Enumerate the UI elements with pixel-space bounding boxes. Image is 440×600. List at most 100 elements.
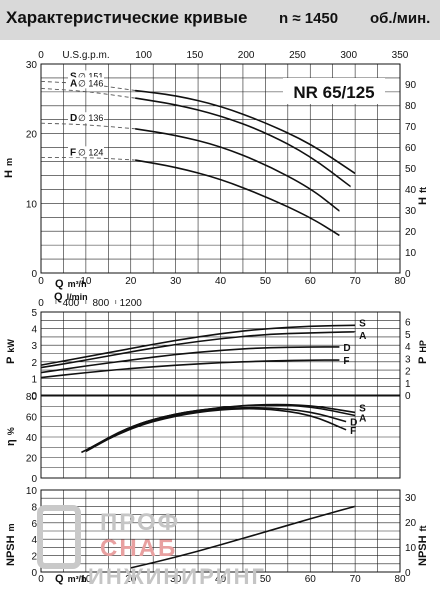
power-right-tick: 3 (405, 354, 411, 365)
power-right-tick: 6 (405, 318, 411, 329)
eff-curve-F (81, 407, 347, 454)
head-top-tick: 350 (392, 50, 409, 61)
head-right-tick: 20 (405, 227, 417, 238)
head-top-tick: 300 (340, 50, 357, 61)
model-label-box (283, 78, 385, 104)
head-curve-label-bg (68, 70, 104, 82)
head-x-tick: 70 (350, 276, 362, 287)
power-curve-label-S: S (359, 318, 366, 329)
power-right-tick: 4 (405, 342, 411, 353)
head-right-tick: 70 (405, 122, 417, 133)
npsh-y-tick: 10 (26, 486, 38, 497)
eff-y-tick: 80 (26, 392, 38, 403)
npsh-x-tick: 40 (215, 574, 227, 585)
power-right-tick: 0 (405, 391, 411, 402)
head-curve-A (135, 97, 352, 188)
head-x-tick: 30 (170, 276, 182, 287)
power-curve-S (40, 324, 356, 366)
head-top-axis-label: U.S.g.p.m. (62, 50, 109, 61)
head-right-tick: 0 (405, 269, 411, 280)
head-y-tick: 0 (31, 269, 37, 280)
watermark-line-2: СНАБ (100, 535, 177, 562)
head-top-tick: 0 (38, 50, 44, 61)
head-curve-diameter-F: ∅ 124 (78, 147, 103, 157)
eff-y-tick: 20 (26, 454, 38, 465)
power-y-tick: 3 (31, 341, 37, 352)
power-top-tick: 1200 (120, 298, 143, 309)
head-curve-F (135, 159, 340, 237)
npsh-right-tick: 0 (405, 568, 411, 579)
head-curve-diameter-D: ∅ 136 (78, 113, 103, 123)
eff-curve-label-D: D (350, 418, 357, 429)
power-top-tick: 0 (38, 298, 44, 309)
head-top-tick: 100 (135, 50, 152, 61)
power-right-tick: 2 (405, 367, 411, 378)
npsh-x-tick: 20 (125, 574, 137, 585)
head-curve-lowflow-D (40, 122, 136, 130)
head-x-tick: 50 (260, 276, 272, 287)
head-frame (40, 63, 401, 274)
npsh-x-tick: 30 (170, 574, 182, 585)
eff-y-tick: 60 (26, 413, 38, 424)
head-curve-S (135, 89, 356, 175)
head-x-tick: 20 (125, 276, 137, 287)
eff-curve-A (85, 404, 356, 452)
watermark-line-1: ПРОФ (100, 509, 180, 536)
eff-curve-label-A: A (359, 413, 366, 424)
npsh-y-tick: 8 (31, 502, 37, 513)
npsh-x-tick: 10 (80, 574, 92, 585)
head-right-tick: 30 (405, 206, 417, 217)
head-y2-label: Hft (417, 187, 429, 205)
power-y-tick: 0 (31, 391, 37, 402)
head-curve-label-S: S (70, 71, 77, 82)
header-title: Характеристические кривые (6, 8, 248, 27)
npsh-x-tick: 0 (38, 574, 44, 585)
power-curve-label-A: A (359, 331, 366, 342)
power-y-label: PkW (5, 339, 17, 364)
watermark-logo-icon (37, 505, 81, 569)
eff-curve-label-F: F (350, 426, 356, 437)
head-x-tick: 0 (38, 276, 44, 287)
header-speed-unit: об./мин. (370, 10, 431, 27)
power-y-tick: 4 (31, 325, 37, 336)
eff-y-tick: 0 (31, 474, 37, 485)
head-top-tick: 250 (289, 50, 306, 61)
power-top-tick: 400 (63, 298, 80, 309)
head-curve-label-A: A (70, 78, 77, 89)
power-y-tick: 5 (31, 308, 37, 319)
head-curve-label-bg (68, 146, 104, 158)
npsh-x-tick: 60 (305, 574, 317, 585)
power-right-tick: 5 (405, 330, 411, 341)
head-right-tick: 50 (405, 164, 417, 175)
npsh-x-tick: 80 (394, 574, 406, 585)
head-y-tick: 30 (26, 60, 38, 71)
head-curve-diameter-A: ∅ 146 (78, 78, 103, 88)
head-x-tick: 40 (215, 276, 227, 287)
power-right-tick: 1 (405, 379, 411, 390)
npsh-curve (130, 505, 356, 569)
head-curve-label-F: F (70, 147, 76, 158)
head-x-tick: 60 (305, 276, 317, 287)
npsh-y-label: NPSHm (5, 523, 17, 566)
npsh-x-tick: 70 (350, 574, 362, 585)
npsh-y-tick: 6 (31, 519, 37, 530)
head-curve-label-bg (68, 77, 104, 89)
power-curve-F (40, 359, 340, 379)
chart-header: Характеристические кривые n ≈ 1450 об./м… (0, 0, 440, 40)
power-curve-label-D: D (343, 343, 350, 354)
head-right-tick: 10 (405, 248, 417, 259)
head-x-tick: 10 (80, 276, 92, 287)
npsh-y-tick: 2 (31, 552, 37, 563)
watermark-line-3: ИНЖИНИРИНГ (88, 564, 266, 589)
power-top-tick: 800 (92, 298, 109, 309)
header-speed: n ≈ 1450 (279, 10, 339, 27)
head-right-tick: 60 (405, 143, 417, 154)
head-y-tick: 20 (26, 130, 38, 141)
head-right-tick: 40 (405, 185, 417, 196)
head-curve-diameter-S: ∅ 151 (78, 71, 103, 81)
